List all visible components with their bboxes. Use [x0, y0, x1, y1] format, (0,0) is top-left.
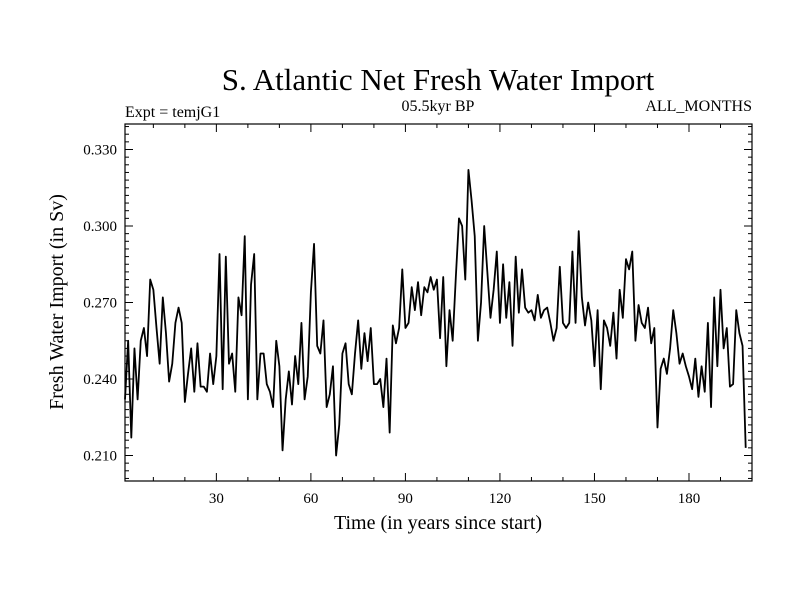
- x-tick-label: 120: [489, 491, 512, 507]
- x-tick-label: 90: [398, 491, 413, 507]
- y-tick-label: 0.330: [83, 143, 117, 159]
- chart-title: S. Atlantic Net Fresh Water Import: [222, 62, 655, 97]
- x-tick-label: 60: [303, 491, 318, 507]
- x-axis-label: Time (in years since start): [334, 512, 542, 534]
- y-tick-label: 0.300: [83, 219, 117, 235]
- y-axis-label: Fresh Water Import (in Sv): [46, 194, 68, 410]
- subtitle-left: Expt = temjG1: [125, 104, 220, 121]
- y-tick-label: 0.240: [83, 372, 117, 388]
- y-tick-label: 0.210: [83, 449, 117, 465]
- x-tick-label: 180: [678, 491, 701, 507]
- x-tick-label: 30: [209, 491, 224, 507]
- x-tick-label: 150: [583, 491, 606, 507]
- subtitle-right: ALL_MONTHS: [645, 98, 752, 115]
- subtitle-center: 05.5kyr BP: [402, 98, 475, 115]
- series-line: [124, 168, 747, 457]
- y-tick-label: 0.270: [83, 296, 117, 312]
